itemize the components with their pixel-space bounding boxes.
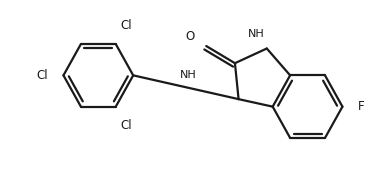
Text: Cl: Cl — [121, 119, 132, 132]
Text: O: O — [185, 30, 194, 43]
Text: NH: NH — [248, 29, 265, 39]
Text: F: F — [358, 100, 365, 113]
Text: NH: NH — [180, 70, 197, 80]
Text: Cl: Cl — [121, 19, 132, 32]
Text: Cl: Cl — [37, 69, 48, 82]
